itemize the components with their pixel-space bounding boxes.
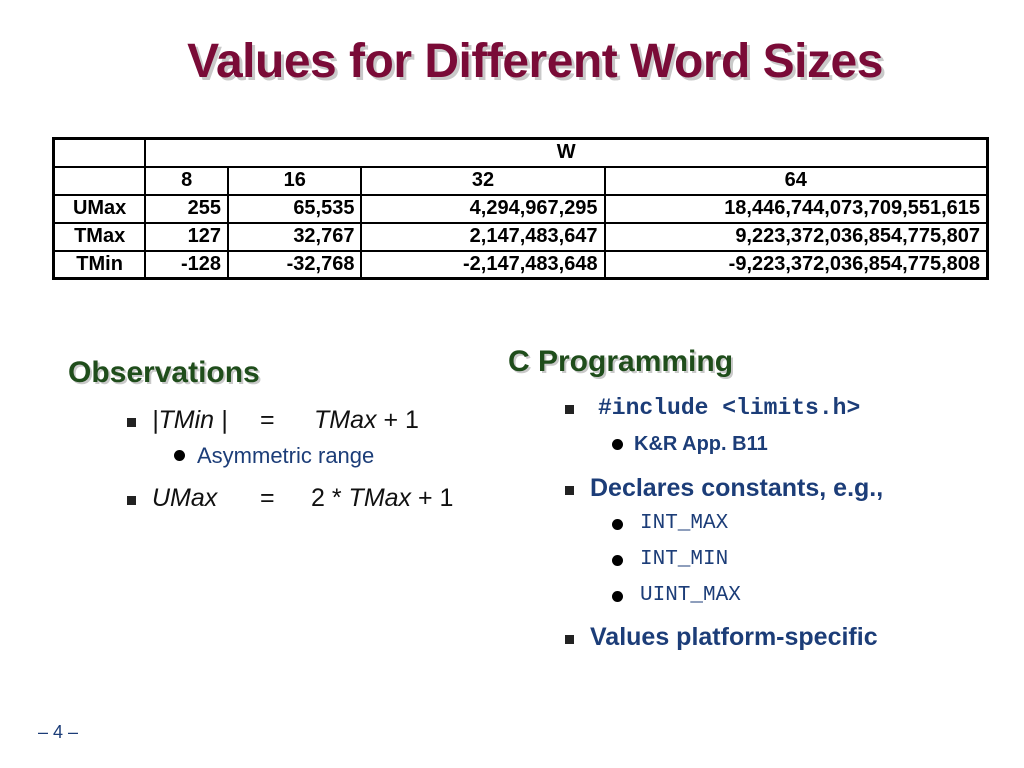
umax-label: UMax: [152, 484, 218, 512]
square-bullet-icon: [127, 418, 136, 427]
two-times: 2 *: [311, 484, 342, 512]
table-row: UMax 255 65,535 4,294,967,295 18,446,744…: [52, 193, 989, 224]
constant-uint-max: UINT_MAX: [640, 584, 741, 607]
include-directive: #include <limits.h>: [598, 395, 861, 421]
table-corner-cell: [52, 165, 147, 196]
constant-int-min: INT_MIN: [640, 548, 729, 571]
width-header: 32: [360, 165, 606, 196]
observations-heading: Observations: [68, 356, 260, 389]
table-cell: 9,223,372,036,854,775,807: [603, 221, 989, 252]
table-cell: 65,535: [226, 193, 363, 224]
tmax-label: TMax: [348, 484, 412, 512]
table-cell: 255: [144, 193, 229, 224]
page-number: – 4 –: [38, 722, 79, 742]
declares-constants-item: Declares constants, e.g.,: [590, 474, 884, 502]
platform-specific-item: Values platform-specific: [590, 623, 878, 651]
square-bullet-icon: [565, 405, 574, 414]
table-cell: -128: [144, 249, 229, 280]
table-row: TMax 127 32,767 2,147,483,647 9,223,372,…: [52, 221, 989, 252]
equals-sign: =: [260, 484, 275, 512]
table-width-row: 8 16 32 64: [52, 165, 989, 196]
table-cell: -2,147,483,648: [360, 249, 606, 280]
width-header: 64: [603, 165, 989, 196]
asymmetric-range-note: Asymmetric range: [197, 443, 375, 468]
table-cell: 127: [144, 221, 229, 252]
table-header-row: W: [52, 137, 989, 168]
square-bullet-icon: [127, 496, 136, 505]
width-header: 16: [226, 165, 363, 196]
round-bullet-icon: [612, 591, 623, 602]
slide-title: Values for Different Word Sizes: [187, 35, 883, 88]
round-bullet-icon: [612, 555, 623, 566]
square-bullet-icon: [565, 486, 574, 495]
table-cell: -9,223,372,036,854,775,808: [603, 249, 989, 280]
constant-int-max: INT_MAX: [640, 512, 729, 535]
observation-item-1: |TMin |: [152, 406, 228, 435]
table-group-header: W: [144, 137, 989, 168]
plus-one: + 1: [383, 406, 419, 434]
tmin-abs-label: |TMin |: [152, 406, 228, 434]
table-cell: 32,767: [226, 221, 363, 252]
observation-item-2: UMax: [152, 484, 217, 513]
width-header: 8: [144, 165, 229, 196]
table-cell: 4,294,967,295: [360, 193, 606, 224]
word-size-table: W 8 16 32 64 UMax 255 65,535 4,294,967,2…: [52, 137, 989, 280]
observation-rhs-1: TMax + 1: [314, 406, 419, 435]
round-bullet-icon: [174, 450, 185, 461]
round-bullet-icon: [612, 519, 623, 530]
table-cell: 2,147,483,647: [360, 221, 606, 252]
square-bullet-icon: [565, 635, 574, 644]
table-corner-cell: [52, 137, 147, 168]
table-cell: -32,768: [226, 249, 363, 280]
row-label: TMin: [52, 249, 147, 280]
c-programming-heading: C Programming: [508, 345, 734, 378]
kr-reference: K&R App. B11: [634, 433, 768, 455]
table-cell: 18,446,744,073,709,551,615: [603, 193, 989, 224]
observation-rhs-2: 2 * TMax + 1: [311, 484, 453, 513]
round-bullet-icon: [612, 439, 623, 450]
table-row: TMin -128 -32,768 -2,147,483,648 -9,223,…: [52, 249, 989, 280]
plus-one: + 1: [418, 484, 454, 512]
equals-sign: =: [260, 406, 275, 434]
row-label: TMax: [52, 221, 147, 252]
row-label: UMax: [52, 193, 147, 224]
tmax-label: TMax: [314, 406, 377, 434]
